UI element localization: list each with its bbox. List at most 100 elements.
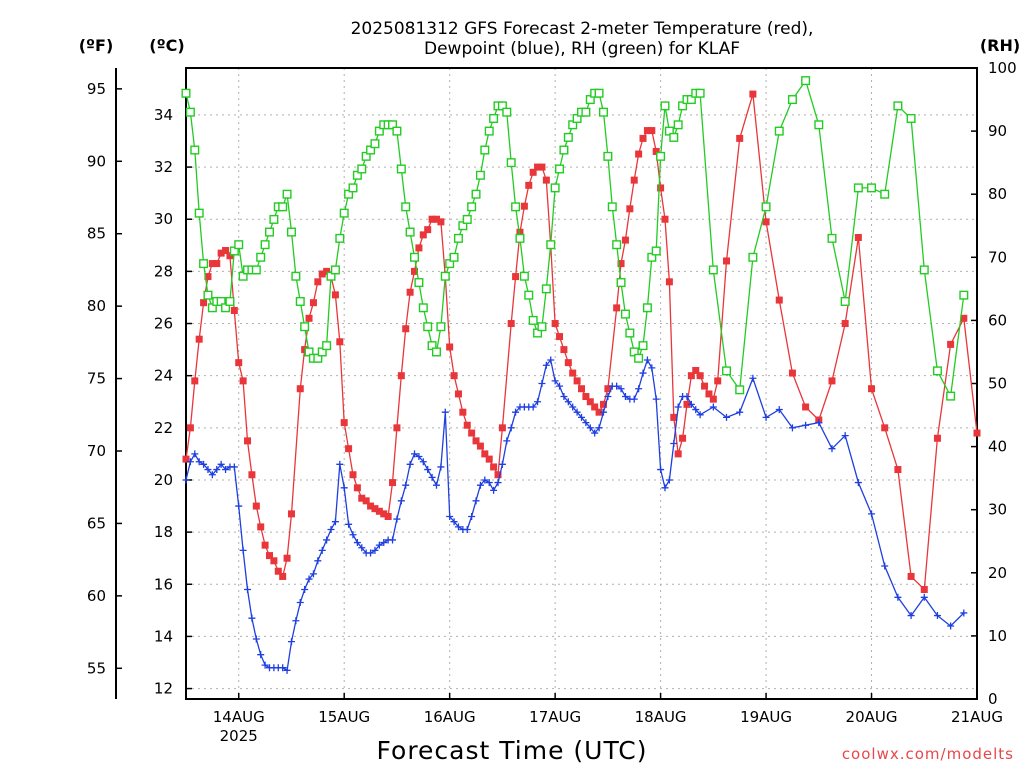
dewpoint-point <box>331 518 339 526</box>
dewpoint-point <box>244 585 252 593</box>
dewpoint-point <box>723 413 731 421</box>
temperature-point <box>828 377 836 385</box>
dewpoint-point <box>415 453 423 461</box>
dewpoint-point <box>894 593 902 601</box>
celsius-tick-label: 16 <box>154 575 173 593</box>
temperature-point <box>419 231 427 239</box>
dewpoint-point <box>450 518 458 526</box>
x-tick-label: 16AUG <box>424 708 476 726</box>
fahrenheit-tick-label: 70 <box>87 442 106 460</box>
rh-point <box>787 95 797 105</box>
rh-point <box>418 303 428 313</box>
dewpoint-point <box>195 458 203 466</box>
rh-point <box>840 296 850 306</box>
dewpoint-point <box>393 515 401 523</box>
celsius-tick-label: 24 <box>154 367 173 385</box>
rh-point <box>660 101 670 111</box>
rh-point <box>278 202 288 212</box>
rh-point <box>695 88 705 98</box>
temperature-point <box>701 382 709 390</box>
rh-point <box>581 107 591 117</box>
dewpoint-point <box>503 437 511 445</box>
temperature-point <box>639 134 647 142</box>
temperature-point <box>340 419 348 427</box>
fahrenheit-tick-label: 95 <box>87 80 106 98</box>
temperature-point <box>709 395 717 403</box>
rh-point <box>550 183 560 193</box>
temperature-point <box>411 267 419 275</box>
dewpoint-point <box>230 463 238 471</box>
temperature-point <box>947 340 955 348</box>
temperature-point <box>257 523 265 531</box>
temperature-point <box>683 400 691 408</box>
rh-tick-label: 60 <box>988 311 1007 329</box>
rh-tick-label: 30 <box>988 501 1007 519</box>
rh-point <box>453 233 463 243</box>
dewpoint-point <box>582 419 590 427</box>
temperature-point <box>384 512 392 520</box>
dewpoint-series <box>182 356 968 674</box>
rh-point <box>603 151 613 161</box>
rh-tick-label: 0 <box>988 690 998 708</box>
dewpoint-point <box>446 512 454 520</box>
rh-point <box>541 284 551 294</box>
celsius-tick-label: 20 <box>154 471 173 489</box>
dewpoint-point <box>841 432 849 440</box>
rh-point <box>286 227 296 237</box>
dewpoint-point <box>586 424 594 432</box>
temperature-point <box>498 424 506 432</box>
dewpoint-point <box>235 502 243 510</box>
temperature-point <box>595 408 603 416</box>
rh-point <box>801 76 811 86</box>
temperature-point <box>397 372 405 380</box>
rh-point <box>880 189 890 199</box>
dewpoint-point <box>353 539 361 547</box>
temperature-point <box>217 249 225 257</box>
temperature-point <box>788 369 796 377</box>
rh-point <box>449 252 459 262</box>
temperature-point <box>652 147 660 155</box>
fahrenheit-axis-label: (ºF) <box>79 36 114 55</box>
dewpoint-point <box>578 413 585 421</box>
rh-point <box>185 107 195 117</box>
temperature-point <box>182 455 190 463</box>
celsius-tick-label: 26 <box>154 315 173 333</box>
dewpoint-point <box>191 450 199 458</box>
rh-point <box>559 145 569 155</box>
temperature-point <box>881 424 889 432</box>
temperature-point <box>613 304 621 312</box>
rh-point <box>932 366 942 376</box>
celsius-tick-label: 12 <box>154 680 173 698</box>
dewpoint-point <box>309 570 317 578</box>
temperature-point <box>586 398 594 406</box>
temperature-point <box>723 257 731 265</box>
temperature-point <box>432 215 440 223</box>
temperature-point <box>516 228 524 236</box>
dewpoint-point <box>670 439 678 447</box>
temperature-line <box>185 93 978 591</box>
rh-point <box>392 126 402 136</box>
dewpoint-point <box>683 393 691 401</box>
rh-point <box>251 265 261 275</box>
chart-title-line-1: 2025081312 GFS Forecast 2-meter Temperat… <box>351 19 814 39</box>
temperature-point <box>630 176 638 184</box>
rh-point <box>519 271 529 281</box>
temperature-point <box>437 218 445 226</box>
rh-point <box>269 214 279 224</box>
rh-point <box>620 309 630 319</box>
celsius-tick-label: 14 <box>154 627 173 645</box>
x-tick-year-label: 2025 <box>220 727 258 745</box>
temperature-point <box>204 273 212 281</box>
rh-tick-label: 100 <box>988 59 1017 77</box>
temperature-point <box>534 163 542 171</box>
dewpoint-point <box>318 546 326 554</box>
fahrenheit-tick-label: 55 <box>87 659 106 677</box>
dewpoint-point <box>200 460 208 468</box>
dewpoint-point <box>788 424 796 432</box>
dewpoint-point <box>248 614 256 622</box>
temperature-point <box>283 554 291 562</box>
rh-point <box>555 164 565 174</box>
dewpoint-point <box>296 599 304 607</box>
rh-point <box>181 88 191 98</box>
rh-point <box>348 183 358 193</box>
